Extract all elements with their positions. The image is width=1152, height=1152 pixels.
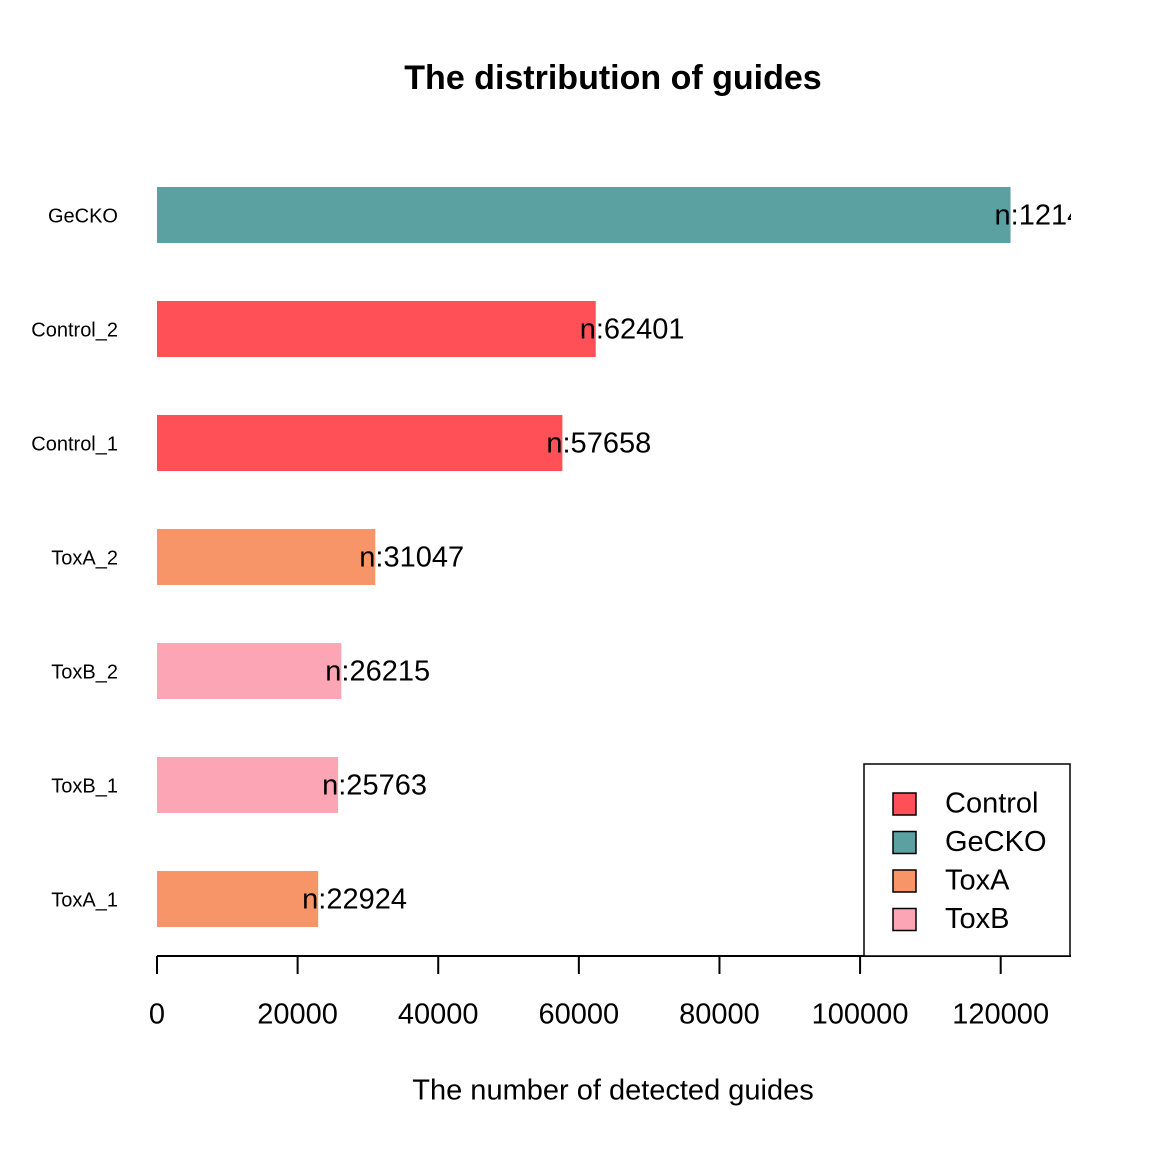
legend-label: Control	[945, 788, 1039, 820]
y-tick-label: ToxB_2	[51, 661, 118, 683]
value-label: n:121400	[995, 200, 1116, 232]
x-tick-label: 20000	[257, 999, 338, 1031]
value-label: n:25763	[322, 770, 427, 802]
value-label: n:26215	[325, 656, 430, 688]
y-tick-label: ToxA_1	[51, 889, 118, 911]
bar	[157, 529, 376, 585]
x-tick-label: 120000	[952, 999, 1049, 1031]
plot-area: n:121400 n:62401 n:57658 n:31047 n:26215 n:25…	[157, 187, 1116, 927]
x-tick-label: 40000	[398, 999, 479, 1031]
y-tick-label: ToxB_1	[51, 775, 118, 797]
legend-swatch	[892, 792, 917, 816]
bar	[157, 757, 339, 813]
y-tick-label: Control_2	[31, 319, 118, 341]
bar	[157, 301, 596, 357]
legend-label: GeCKO	[945, 826, 1047, 858]
x-tick-label: 0	[149, 999, 165, 1031]
bar	[157, 187, 1011, 243]
legend-swatch	[892, 869, 917, 893]
bar	[157, 871, 319, 927]
value-label: n:57658	[546, 428, 651, 460]
value-label: n:22924	[302, 884, 407, 916]
value-label: n:31047	[359, 542, 464, 574]
bar	[157, 643, 342, 699]
legend-label: ToxA	[945, 865, 1010, 897]
legend-label: ToxB	[945, 903, 1009, 935]
value-label: n:62401	[580, 314, 685, 346]
x-tick-label: 80000	[679, 999, 760, 1031]
bar	[157, 415, 563, 471]
y-tick-label: Control_1	[31, 433, 118, 455]
legend-swatch	[892, 907, 917, 932]
legend-swatch	[892, 830, 917, 855]
y-tick-label: GeCKO	[48, 205, 118, 227]
x-axis-label: The number of detected guides	[412, 1075, 813, 1107]
x-tick-label: 100000	[812, 999, 909, 1031]
x-tick-label: 60000	[539, 999, 620, 1031]
y-tick-label: ToxA_2	[51, 547, 118, 569]
chart-title: The distribution of guides	[404, 59, 821, 97]
